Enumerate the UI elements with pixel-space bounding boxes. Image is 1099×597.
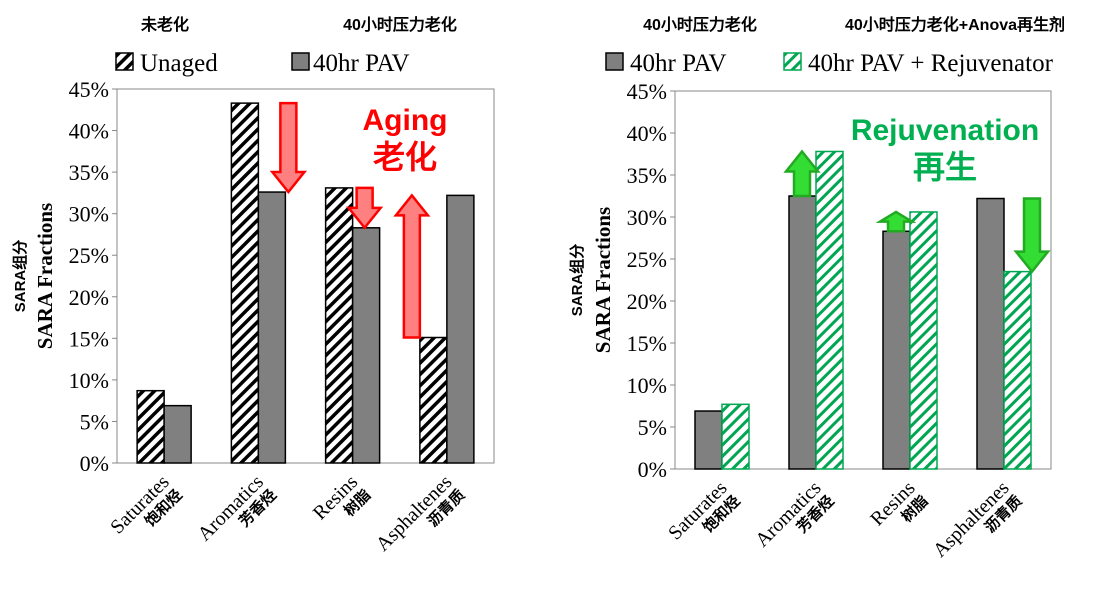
bar-40hr-pav-saturates (163, 404, 192, 464)
legend-label: 40hr PAV (313, 50, 410, 77)
bar-unaged-aromatics (230, 102, 260, 464)
header-label: 40小时压力老化 (343, 15, 457, 34)
bar-40hr-pav-saturates (694, 410, 723, 470)
y-tick-label: 15% (69, 326, 109, 351)
arrow-up-resins (875, 210, 917, 233)
bar-unaged-saturates (136, 389, 165, 464)
arrow-down-resins (346, 186, 384, 230)
bar-40hr-pav-rejuvenator-saturates (721, 403, 750, 470)
legend-swatch (605, 52, 624, 71)
bar-40hr-pav-asphaltenes (976, 197, 1005, 470)
y-tick-label: 45% (69, 77, 109, 102)
bar-40hr-pav-asphaltenes (446, 194, 475, 464)
annotation-label: Rejuvenation (851, 114, 1039, 147)
legend-swatch (783, 52, 802, 71)
y-tick-label: 40% (627, 121, 667, 146)
legend-swatch (115, 52, 134, 71)
y-axis-label-zh: SARA组分 (11, 240, 29, 313)
annotation-label-zh: 再生 (913, 149, 977, 185)
y-tick-label: 0% (80, 451, 109, 476)
header-label: 40小时压力老化 (643, 15, 757, 34)
plot-area (674, 90, 1052, 470)
bar-40hr-pav-resins (351, 227, 381, 464)
y-tick-label: 45% (627, 79, 667, 104)
bar-unaged-resins (324, 187, 354, 464)
y-tick-label: 5% (638, 415, 667, 440)
y-axis-label: SARA Fractions (591, 207, 615, 353)
chart-1: 未老化 40小时压力老化 Unaged 40hr PAV 0% 5% 10% 15% 20% 25… (11, 15, 495, 556)
y-axis-label: SARA Fractions (33, 203, 57, 349)
y-tick-label: 10% (627, 373, 667, 398)
y-tick-label: 0% (638, 457, 667, 482)
plot-area (116, 88, 495, 464)
y-tick-label: 30% (627, 205, 667, 230)
bar-40hr-pav-resins (882, 230, 911, 470)
annotation-label-zh: 老化 (373, 139, 437, 175)
legend-swatch (291, 52, 310, 71)
y-axis-label-zh: SARA组分 (568, 244, 586, 317)
y-tick-label: 40% (69, 119, 109, 144)
chart-2: 40小时压力老化 40小时压力老化+Anova再生剂 40hr PAV 40hr PA… (568, 15, 1065, 562)
bar-40hr-pav-rejuvenator-aromatics (815, 150, 844, 470)
arrow-down-asphaltenes (1013, 197, 1051, 274)
y-tick-label: 35% (627, 163, 667, 188)
bar-unaged-asphaltenes (419, 336, 448, 464)
bar-40hr-pav-aromatics (788, 195, 817, 470)
arrow-up-asphaltenes (393, 193, 431, 339)
annotation-label: Aging (363, 104, 448, 137)
y-tick-label: 35% (69, 160, 109, 185)
arrow-down-aromatics (269, 101, 307, 195)
bar-40hr-pav-rejuvenator-resins (909, 211, 938, 470)
legend-label: Unaged (140, 50, 218, 77)
y-tick-label: 30% (69, 202, 109, 227)
legend-label: 40hr PAV + Rejuvenator (808, 50, 1054, 77)
legend-label: 40hr PAV (630, 50, 727, 77)
bar-40hr-pav-aromatics (257, 191, 287, 464)
y-tick-label: 25% (627, 247, 667, 272)
y-tick-label: 15% (627, 331, 667, 356)
header-label: 未老化 (140, 15, 189, 34)
y-tick-label: 20% (627, 289, 667, 314)
y-tick-label: 10% (69, 368, 109, 393)
y-tick-label: 20% (69, 285, 109, 310)
arrow-up-aromatics (783, 149, 821, 198)
header-label: 40小时压力老化+Anova再生剂 (845, 15, 1065, 34)
y-tick-label: 25% (69, 243, 109, 268)
y-tick-label: 5% (80, 409, 109, 434)
bar-40hr-pav-rejuvenator-asphaltenes (1003, 270, 1032, 470)
